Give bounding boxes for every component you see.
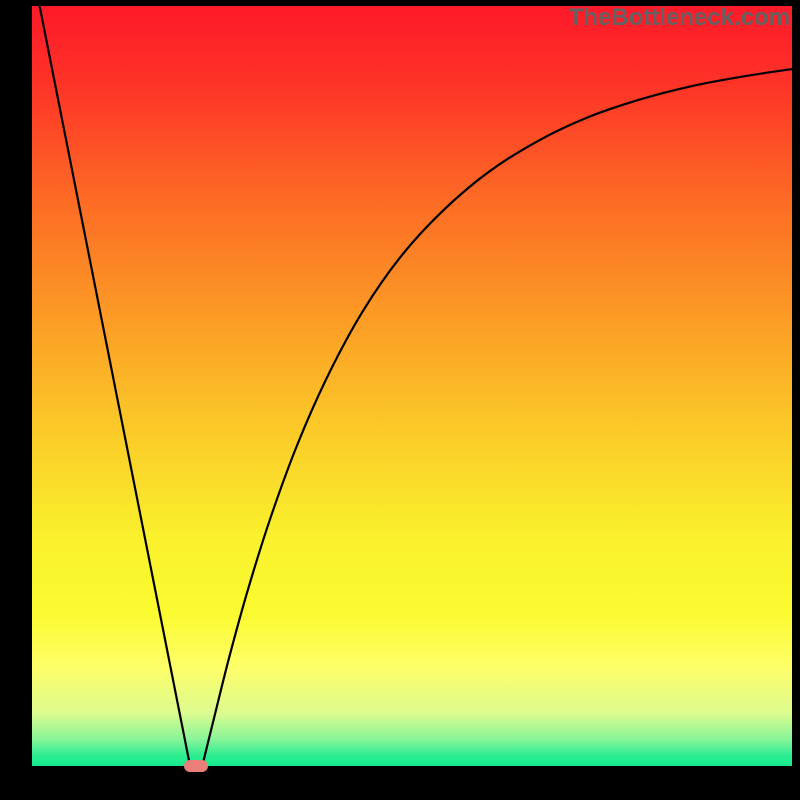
chart-root: TheBottleneck.com <box>0 0 800 800</box>
watermark-text: TheBottleneck.com <box>569 4 790 32</box>
optimal-marker <box>184 760 208 772</box>
bottleneck-curve <box>0 0 800 800</box>
